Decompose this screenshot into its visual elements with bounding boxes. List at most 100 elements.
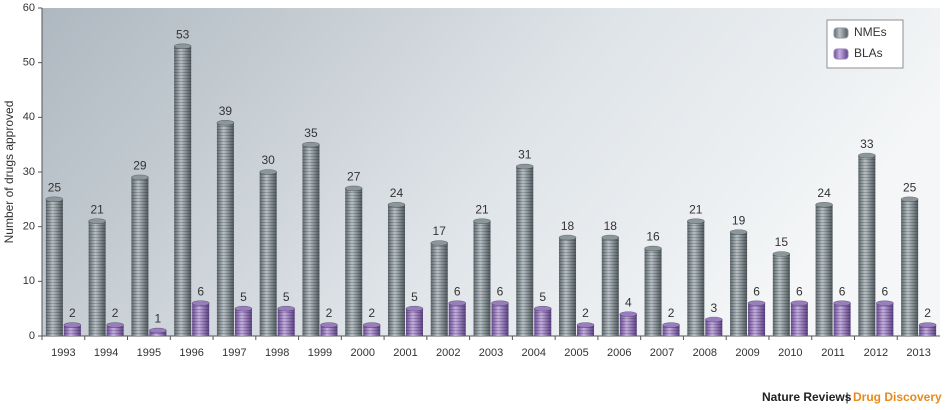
x-tick-label: 2008: [693, 347, 717, 359]
bar-stripes: [516, 166, 534, 336]
value-label: 2: [69, 306, 76, 320]
value-label: 30: [262, 153, 276, 167]
value-label: 2: [368, 306, 375, 320]
bar-stripes: [748, 303, 766, 336]
y-tick-label: 50: [23, 57, 35, 69]
x-tick-label: 2007: [650, 347, 674, 359]
bar-stripes: [919, 325, 937, 336]
value-label: 2: [326, 306, 333, 320]
bar-cap: [876, 300, 894, 307]
plot-background: [42, 8, 940, 336]
bar-cap: [344, 185, 363, 192]
x-tick-label: 2013: [906, 347, 930, 359]
bar-cap: [191, 300, 210, 307]
x-tick-label: 2009: [735, 347, 759, 359]
value-label: 25: [48, 181, 62, 195]
bar-cap: [705, 316, 723, 323]
bar-cap: [473, 218, 491, 224]
source: Nature Reviews: [762, 390, 852, 404]
bar-cap: [277, 305, 295, 312]
bar-stripes: [345, 188, 363, 336]
bar-cap: [601, 234, 620, 241]
value-label: 5: [411, 290, 418, 304]
value-label: 6: [454, 284, 461, 298]
bar-stripes: [63, 325, 81, 336]
value-label: 2: [668, 306, 675, 320]
value-label: 1: [155, 312, 162, 326]
bar-stripes: [387, 204, 405, 336]
value-label: 6: [796, 284, 803, 298]
bar-cap: [106, 322, 124, 328]
value-label: 2: [924, 306, 931, 320]
value-label: 16: [646, 230, 660, 244]
value-label: 4: [625, 295, 632, 309]
bar-cap: [918, 322, 937, 328]
bar-stripes: [619, 314, 637, 336]
x-tick-label: 2011: [821, 347, 845, 359]
value-label: 5: [240, 290, 247, 304]
value-label: 19: [732, 213, 746, 227]
bar-stripes: [363, 325, 381, 336]
bar-cap: [815, 202, 833, 208]
bar-cap: [644, 245, 662, 252]
x-tick-label: 2000: [350, 347, 374, 359]
value-label: 31: [518, 148, 532, 162]
x-tick-label: 1994: [94, 347, 118, 359]
bar-stripes: [790, 303, 808, 336]
x-tick-label: 2005: [564, 347, 588, 359]
x-tick-label: 2001: [393, 347, 417, 359]
value-label: 18: [561, 219, 575, 233]
bar-cap: [833, 300, 851, 307]
bar-stripes: [430, 243, 448, 336]
bar-cap: [448, 300, 467, 307]
bar-cap: [772, 251, 791, 257]
bar-stripes: [149, 330, 167, 336]
x-tick-label: 2006: [607, 347, 631, 359]
bar-stripes: [45, 199, 63, 336]
bar-cap: [576, 322, 595, 328]
bar-stripes: [559, 237, 577, 336]
bar-stripes: [730, 232, 748, 336]
value-label: 21: [475, 202, 489, 216]
source-journal: Drug Discovery: [853, 390, 942, 404]
bar-stripes: [901, 199, 919, 336]
y-tick-label: 40: [23, 111, 35, 123]
value-label: 5: [539, 290, 546, 304]
value-label: 6: [882, 284, 889, 298]
value-label: 17: [433, 224, 447, 238]
x-tick-label: 1995: [137, 347, 161, 359]
bar-stripes: [302, 144, 320, 336]
bar-stripes: [174, 46, 192, 337]
value-label: 53: [176, 27, 190, 41]
bar-cap: [491, 300, 509, 307]
bar-stripes: [577, 325, 595, 336]
value-label: 6: [839, 284, 846, 298]
bar-cap: [216, 120, 235, 126]
value-label: 25: [903, 181, 917, 195]
bar-stripes: [448, 303, 466, 336]
bar-stripes: [192, 303, 210, 336]
bar-cap: [405, 305, 424, 312]
bar-stripes: [491, 303, 509, 336]
bar-cap: [302, 141, 320, 148]
y-tick-label: 0: [29, 330, 35, 342]
x-tick-label: 1993: [51, 347, 75, 359]
bar-stripes: [473, 221, 491, 336]
legend-label: BLAs: [854, 46, 883, 60]
y-axis-label: Number of drugs approved: [2, 101, 16, 244]
bar-stripes: [833, 303, 851, 336]
bar-cap: [362, 322, 381, 328]
legend-swatch: [833, 27, 849, 39]
bar-stripes: [277, 308, 295, 336]
bar-stripes: [405, 308, 423, 336]
legend-label: NMEs: [854, 25, 887, 39]
x-tick-label: 2003: [479, 347, 503, 359]
bar-stripes: [662, 325, 680, 336]
value-label: 21: [90, 202, 104, 216]
bar-cap: [747, 300, 766, 307]
bar-stripes: [815, 204, 833, 336]
value-label: 21: [689, 202, 703, 216]
bar-cap: [88, 218, 106, 224]
value-label: 39: [219, 104, 233, 118]
